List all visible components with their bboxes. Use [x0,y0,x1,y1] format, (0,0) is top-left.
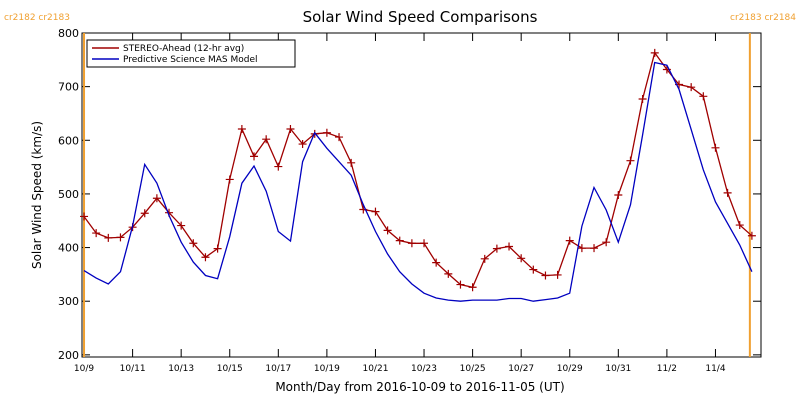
data-point [116,233,125,242]
data-point [80,212,89,221]
legend-label: Predictive Science MAS Model [123,55,258,65]
x-tick-label: 10/9 [74,364,94,374]
data-point [262,135,271,144]
data-point [468,283,477,292]
data-point [626,156,635,165]
data-point [92,229,101,238]
data-point [723,188,732,197]
legend-box [86,39,296,68]
plot-frame [81,32,762,358]
data-point [735,221,744,230]
data-point [747,231,756,240]
x-tick-label: 10/25 [460,364,486,374]
x-tick-label: 10/11 [120,364,146,374]
data-point [711,143,720,152]
y-tick-label: 300 [58,295,79,308]
data-point [213,244,222,253]
data-point [602,238,611,247]
x-tick-label: 10/13 [168,364,194,374]
data-point [225,175,234,184]
x-tick-label: 11/4 [705,364,725,374]
data-point [152,194,161,203]
x-tick-label: 10/17 [265,364,291,374]
boundary-label: cr2182 cr2183 [4,13,70,23]
data-point [201,253,210,262]
data-point [614,191,623,199]
data-point [432,258,441,267]
y-tick-label: 500 [58,188,79,201]
data-point [541,271,550,280]
data-point [590,244,599,253]
data-point [480,254,489,263]
data-point [420,239,429,248]
data-point [347,158,356,167]
x-tick-label: 10/15 [217,364,243,374]
x-tick-label: 11/2 [657,364,677,374]
data-point [237,125,246,134]
data-point [553,270,562,279]
data-point [286,125,295,134]
data-point [104,233,113,242]
x-tick-label: 10/19 [314,364,340,374]
data-point [650,48,659,57]
data-point [529,265,538,274]
data-point [177,221,186,230]
data-point [687,83,696,92]
data-point [298,140,307,149]
data-point [383,226,392,235]
data-point [335,133,344,142]
x-tick-label: 10/23 [411,364,437,374]
data-point [699,92,708,101]
data-point [505,242,514,251]
series-line [83,61,753,302]
data-point [322,128,331,137]
x-axis-title: Month/Day from 2016-10-09 to 2016-11-05 … [275,380,564,394]
data-point [444,269,453,278]
data-point [638,94,647,103]
series-line [83,51,753,289]
chart-title: Solar Wind Speed Comparisons [303,8,538,26]
data-point [395,236,404,245]
x-tick-label: 10/31 [605,364,631,374]
y-tick-label: 800 [58,27,79,40]
boundary-label: cr2183 cr2184 [730,13,796,23]
y-tick-label: 200 [58,349,79,362]
y-tick-label: 700 [58,81,79,94]
data-point [492,244,501,253]
data-point [577,244,586,253]
data-point [565,236,574,245]
data-point [371,207,380,216]
data-point [517,254,526,263]
data-point [250,152,259,161]
data-point [274,162,283,171]
x-tick-label: 10/21 [362,364,388,374]
data-point [456,280,465,289]
legend: STEREO-Ahead (12-hr avg)Predictive Scien… [86,39,296,68]
y-tick-label: 400 [58,242,79,255]
data-point [140,209,149,218]
legend-label: STEREO-Ahead (12-hr avg) [123,44,244,54]
y-tick-label: 600 [58,134,79,147]
y-axis-title: Solar Wind Speed (km/s) [30,121,44,269]
x-tick-label: 10/29 [557,364,583,374]
x-tick-label: 10/27 [508,364,534,374]
data-point [189,239,198,248]
data-point [407,239,416,248]
